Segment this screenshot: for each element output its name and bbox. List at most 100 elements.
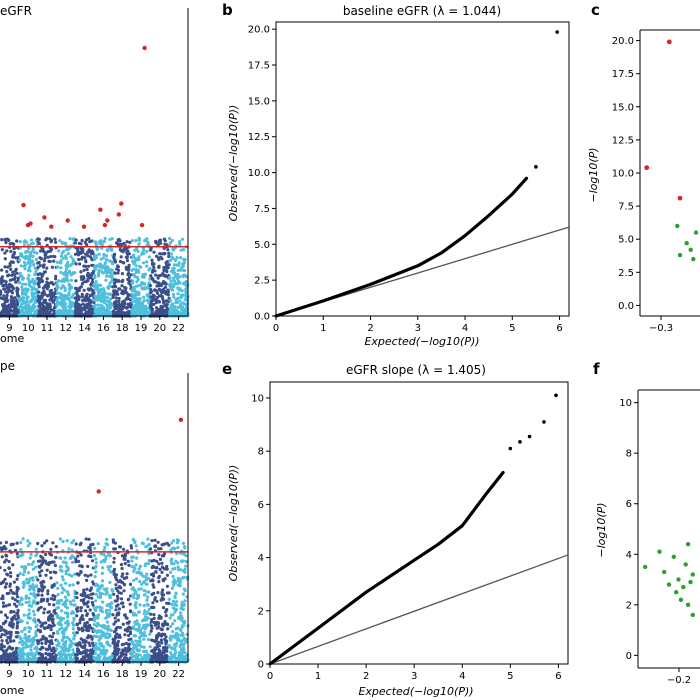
snp-point bbox=[94, 561, 98, 565]
snp-point bbox=[74, 557, 78, 561]
snp-point bbox=[131, 259, 135, 263]
snp-point bbox=[123, 646, 127, 651]
snp-point bbox=[163, 648, 167, 652]
snp-point bbox=[80, 249, 85, 253]
snp-point bbox=[150, 298, 154, 302]
snp-point bbox=[173, 610, 177, 614]
snp-point bbox=[51, 541, 55, 545]
snp-point bbox=[117, 545, 122, 549]
snp-point bbox=[173, 607, 177, 611]
snp-point bbox=[141, 273, 145, 277]
snp-point bbox=[90, 288, 94, 292]
snp-point bbox=[140, 282, 144, 286]
snp-point bbox=[107, 627, 111, 632]
snp-point bbox=[156, 276, 160, 280]
snp-point bbox=[113, 655, 117, 660]
snp-point bbox=[161, 252, 165, 256]
snp-point bbox=[137, 648, 141, 652]
y-tick-label: 5.0 bbox=[618, 235, 634, 246]
snp-point bbox=[134, 256, 138, 260]
snp-point bbox=[134, 264, 138, 268]
snp-point bbox=[166, 248, 170, 252]
snp-point bbox=[49, 281, 53, 285]
snp-point bbox=[120, 574, 124, 579]
snp-point bbox=[127, 638, 131, 642]
snp-point bbox=[165, 263, 169, 267]
snp-point bbox=[36, 559, 41, 563]
snp-point bbox=[150, 626, 154, 630]
snp-point bbox=[132, 643, 137, 647]
snp-point bbox=[37, 282, 41, 286]
snp-point bbox=[20, 274, 24, 278]
x-tick-label: 9 bbox=[6, 323, 12, 334]
snp-point bbox=[108, 655, 112, 659]
snp-point bbox=[40, 303, 45, 307]
panel-c: c 0.02.55.07.510.012.515.017.520.0 −0.3 … bbox=[587, 1, 700, 334]
snp-point bbox=[128, 302, 132, 306]
snp-point bbox=[105, 620, 109, 624]
x-tick-label: 4 bbox=[459, 671, 465, 682]
snp-point bbox=[176, 305, 180, 309]
snp-point bbox=[94, 584, 98, 588]
snp-point bbox=[121, 290, 126, 294]
snp-point bbox=[59, 568, 63, 572]
snp-point bbox=[9, 295, 13, 299]
snp-point bbox=[88, 659, 92, 664]
snp-point bbox=[25, 621, 30, 625]
y-tick-label: 10 bbox=[251, 393, 264, 404]
snp-point bbox=[134, 300, 138, 304]
snp-point bbox=[136, 628, 140, 633]
snp-point bbox=[17, 297, 21, 301]
snp-point bbox=[27, 608, 31, 612]
snp-point bbox=[163, 654, 167, 658]
snp-point bbox=[9, 298, 13, 302]
snp-point bbox=[55, 613, 60, 617]
snp-point bbox=[9, 610, 13, 614]
snp-point bbox=[170, 603, 174, 607]
snp-point bbox=[152, 250, 156, 254]
snp-point bbox=[149, 303, 153, 307]
snp-point bbox=[34, 547, 38, 551]
snp-point bbox=[106, 636, 110, 640]
significant-point bbox=[49, 224, 54, 229]
snp-point bbox=[29, 254, 33, 258]
snp-point bbox=[33, 280, 37, 284]
snp-point bbox=[71, 627, 75, 631]
snp-point bbox=[175, 641, 179, 646]
snp-point bbox=[40, 544, 44, 548]
snp-point bbox=[136, 277, 140, 282]
snp-point bbox=[69, 278, 73, 282]
snp-point bbox=[129, 273, 133, 277]
snp-point bbox=[169, 570, 173, 575]
snp-point bbox=[170, 586, 174, 590]
snp-point bbox=[158, 283, 163, 287]
snp-point bbox=[48, 634, 52, 638]
snp-point bbox=[15, 646, 19, 651]
snp-point bbox=[62, 284, 66, 288]
snp-point bbox=[32, 636, 36, 640]
snp-point bbox=[142, 645, 146, 649]
snp-point bbox=[64, 561, 68, 565]
snp-point bbox=[23, 256, 27, 260]
snp-point bbox=[12, 653, 16, 657]
snp-point bbox=[79, 609, 83, 613]
snp-point bbox=[171, 292, 175, 297]
snp-point bbox=[170, 255, 174, 259]
snp-point bbox=[121, 278, 125, 282]
snp-point bbox=[104, 592, 108, 596]
snp-point bbox=[169, 651, 173, 655]
snp-point bbox=[4, 290, 8, 294]
snp-point bbox=[81, 593, 85, 598]
snp-point bbox=[40, 569, 44, 573]
snp-point bbox=[155, 559, 159, 564]
snp-point bbox=[151, 564, 155, 568]
snp-point bbox=[183, 588, 187, 593]
snp-point bbox=[8, 623, 12, 627]
snp-point bbox=[104, 555, 108, 559]
snp-point bbox=[114, 586, 118, 591]
snp-point bbox=[139, 571, 143, 576]
snp-point bbox=[11, 277, 15, 282]
snp-point bbox=[135, 556, 139, 560]
snp-point bbox=[0, 541, 3, 545]
